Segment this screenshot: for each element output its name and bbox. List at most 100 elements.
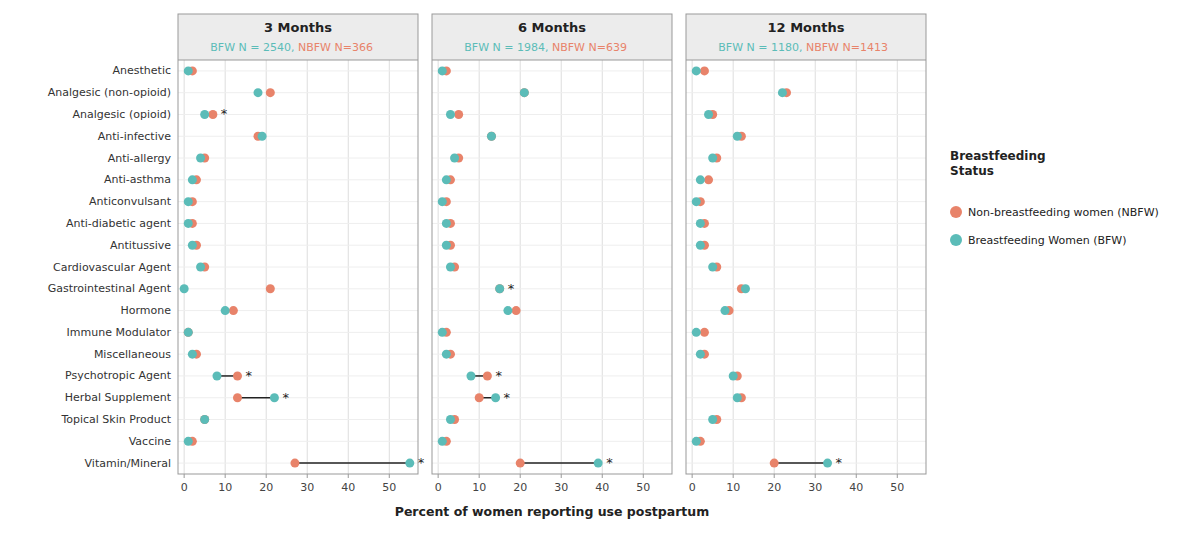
grid-line [686, 245, 926, 246]
grid-line [178, 267, 418, 268]
legend-title: BreastfeedingStatus [950, 149, 1046, 178]
dot [708, 263, 717, 272]
dot [696, 219, 705, 228]
dot [487, 132, 496, 141]
tick-mark [856, 474, 857, 478]
panel-title: 12 Months [768, 20, 845, 35]
grid-line [432, 310, 672, 311]
grid-line [178, 245, 418, 246]
dot [770, 459, 779, 468]
category-label: Anti-asthma [104, 173, 171, 186]
tick-label: 50 [382, 481, 396, 494]
plot-area [432, 60, 672, 474]
grid-line [432, 136, 672, 137]
panel-title: 3 Months [264, 20, 332, 35]
dot [692, 197, 701, 206]
marks [180, 66, 415, 467]
connector [295, 462, 410, 464]
tick-mark [643, 474, 644, 478]
significance-mark: * [508, 281, 515, 296]
tick-mark [733, 474, 734, 478]
tick-label: 10 [726, 481, 740, 494]
dot [442, 350, 451, 359]
connector [520, 462, 598, 464]
dot [692, 328, 701, 337]
dot [200, 415, 209, 424]
grid-line [686, 201, 926, 202]
tick-mark [774, 474, 775, 478]
category-label: Analgesic (opioid) [73, 108, 172, 121]
category-label: Immune Modulator [67, 326, 172, 339]
connector [774, 462, 827, 464]
tick-label: 0 [181, 481, 188, 494]
significance-mark: * [504, 390, 511, 405]
panel-frame [432, 14, 672, 474]
dot [446, 110, 455, 119]
tick-label: 30 [808, 481, 822, 494]
grid-line [686, 375, 926, 376]
category-label: Antitussive [110, 239, 171, 252]
dot [520, 88, 529, 97]
dot [442, 241, 451, 250]
tick-label: 50 [890, 481, 904, 494]
significance-mark: * [606, 455, 613, 470]
grid-line [178, 92, 418, 93]
grid-line [686, 397, 926, 398]
tick-mark [520, 474, 521, 478]
category-label: Miscellaneous [94, 348, 171, 361]
chart: 3 MonthsBFW N = 2540, NBFW N=36601020304… [0, 0, 1200, 538]
dot [196, 154, 205, 163]
dot [405, 459, 414, 468]
tick-label: 20 [513, 481, 527, 494]
dot [188, 175, 197, 184]
grid-line [432, 245, 672, 246]
significance-mark: * [245, 368, 252, 383]
dot [594, 459, 603, 468]
dot [184, 219, 193, 228]
grid-line [686, 419, 926, 420]
category-label: Anti-allergy [108, 152, 172, 165]
header-divider [686, 60, 926, 61]
dot [778, 88, 787, 97]
grid-line [432, 201, 672, 202]
panel-subtitle: NBFW N=1413 [806, 41, 888, 54]
dot [184, 66, 193, 75]
marks [438, 66, 603, 467]
category-label: Psychotropic Agent [65, 369, 172, 382]
dot [184, 197, 193, 206]
grid-line [432, 179, 672, 180]
grid-line [686, 441, 926, 442]
dot [184, 328, 193, 337]
category-label: Anesthetic [113, 64, 171, 77]
dot [495, 284, 504, 293]
grid-line [432, 288, 672, 289]
tick-mark [307, 474, 308, 478]
panel-subtitle: BFW N = 1984, [464, 41, 552, 54]
annotations: * [836, 455, 843, 470]
panel: 12 MonthsBFW N = 1180, NBFW N=1413010203… [686, 14, 926, 494]
tick-label: 0 [435, 481, 442, 494]
category-label: Gastrointestinal Agent [48, 282, 172, 295]
legend-title-line: Status [950, 164, 994, 178]
grid-line [432, 397, 672, 398]
tick-mark [897, 474, 898, 478]
grid-line [686, 463, 926, 464]
category-label: Anticonvulsant [89, 195, 172, 208]
dot [266, 88, 275, 97]
dot [704, 175, 713, 184]
dot [823, 459, 832, 468]
dot [438, 197, 447, 206]
dot [696, 241, 705, 250]
tick-mark [225, 474, 226, 478]
tick-label: 20 [767, 481, 781, 494]
tick-mark [266, 474, 267, 478]
dot [221, 306, 230, 315]
grid-line [686, 114, 926, 115]
dot [438, 328, 447, 337]
category-label: Hormone [120, 304, 171, 317]
panel-header [686, 14, 926, 60]
dot [704, 110, 713, 119]
category-label: Anti-diabetic agent [66, 217, 172, 230]
panel-header [178, 14, 418, 60]
grid-line [432, 463, 672, 464]
